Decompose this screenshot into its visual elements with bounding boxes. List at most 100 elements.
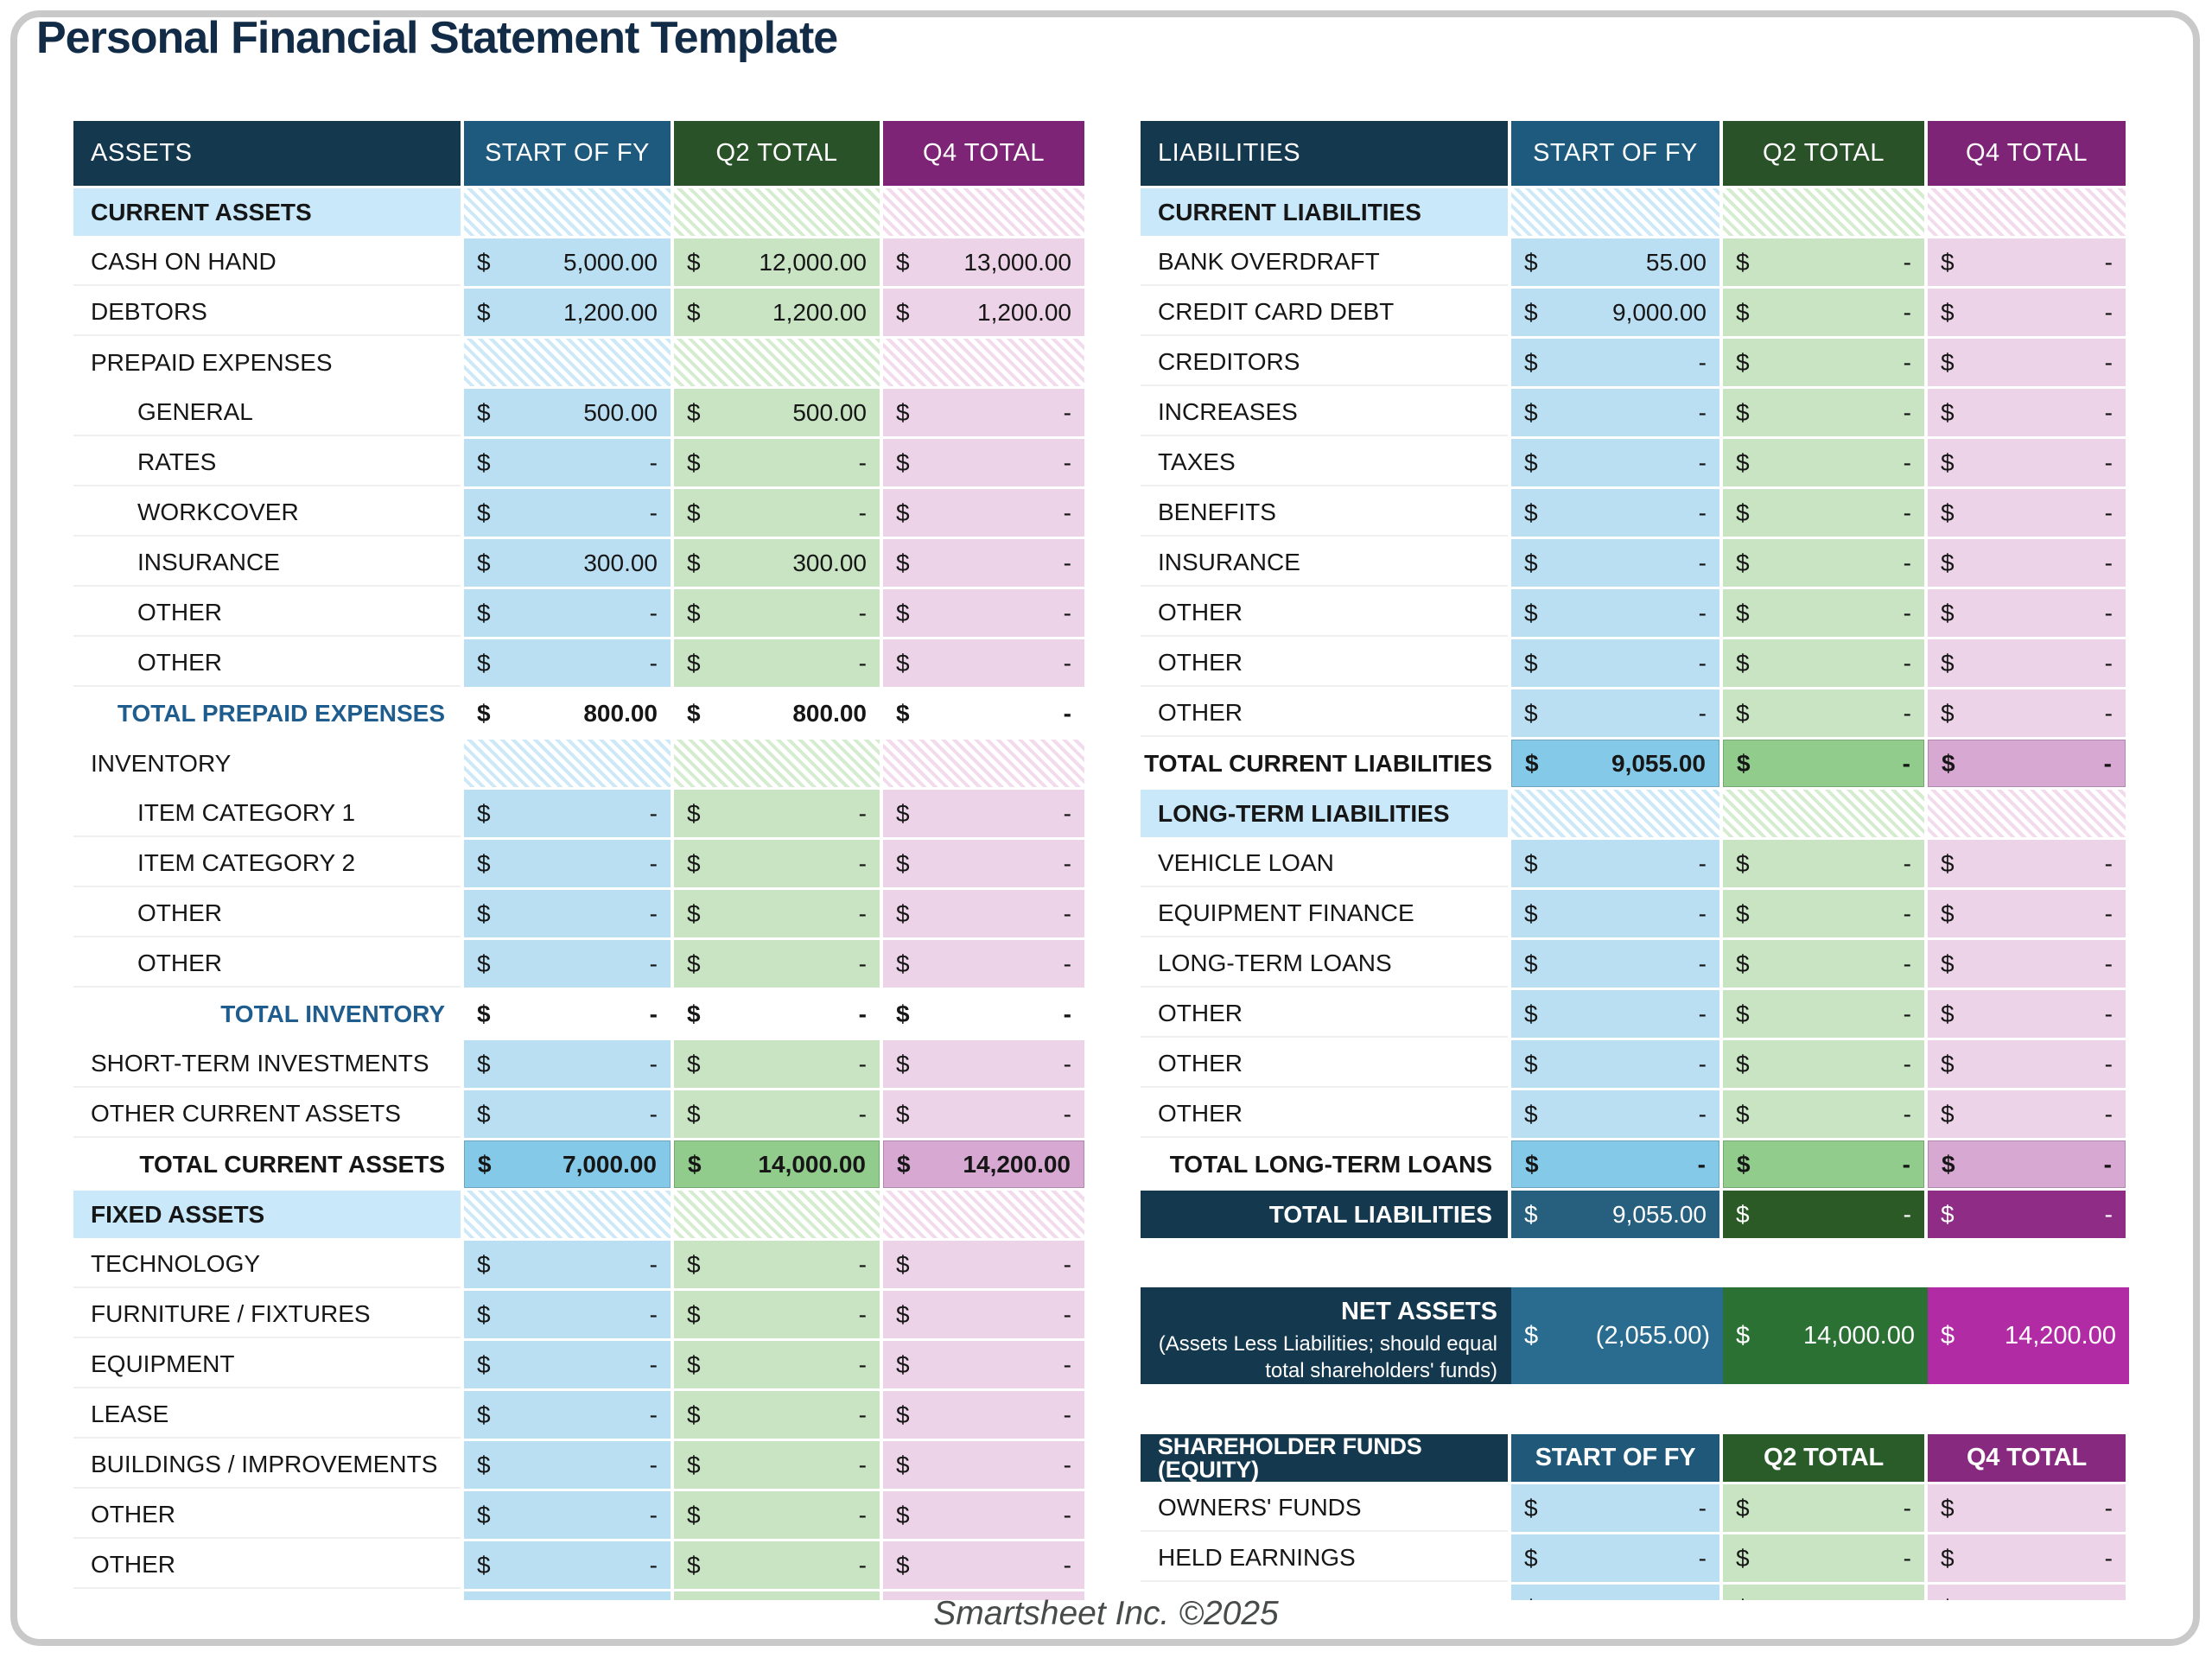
row-label[interactable]: BENEFITS xyxy=(1141,489,1508,537)
value-cell[interactable]: $- xyxy=(883,1241,1084,1288)
row-label[interactable]: OTHER xyxy=(1141,1090,1508,1138)
value-cell[interactable]: $- xyxy=(1723,1484,1924,1532)
row-label[interactable]: INSURANCE xyxy=(73,539,461,587)
value-cell[interactable]: $- xyxy=(1928,840,2126,887)
value-cell[interactable]: $- xyxy=(464,790,671,837)
value-cell[interactable]: $- xyxy=(674,1391,880,1439)
value-cell[interactable]: $- xyxy=(1723,1140,1924,1188)
row-label[interactable]: CREDITORS xyxy=(1141,339,1508,386)
value-cell[interactable]: $- xyxy=(883,940,1084,988)
row-label[interactable]: OTHER CURRENT ASSETS xyxy=(73,1090,461,1138)
value-cell[interactable]: $- xyxy=(1511,339,1719,386)
value-cell[interactable]: $- xyxy=(1723,539,1924,587)
row-label[interactable]: OTHER xyxy=(1141,689,1508,737)
value-cell[interactable]: $- xyxy=(1928,1040,2126,1088)
row-label[interactable]: RATES xyxy=(73,439,461,486)
value-cell[interactable]: $- xyxy=(883,1541,1084,1589)
value-cell[interactable]: $- xyxy=(883,890,1084,937)
value-cell[interactable]: $- xyxy=(1723,1191,1924,1238)
value-cell[interactable]: $- xyxy=(1723,1090,1924,1138)
value-cell[interactable]: $- xyxy=(464,1241,671,1288)
value-cell[interactable]: $- xyxy=(1511,439,1719,486)
value-cell[interactable]: $- xyxy=(1511,639,1719,687)
row-label[interactable]: OTHER xyxy=(73,1541,461,1589)
value-cell[interactable]: $- xyxy=(674,1040,880,1088)
value-cell[interactable]: $- xyxy=(1511,890,1719,937)
value-cell[interactable]: $- xyxy=(1723,890,1924,937)
value-cell[interactable]: $- xyxy=(883,639,1084,687)
value-cell[interactable]: $- xyxy=(1723,940,1924,988)
value-cell[interactable]: $- xyxy=(1928,1191,2126,1238)
row-label[interactable]: FURNITURE / FIXTURES xyxy=(73,1291,461,1338)
row-label[interactable]: CASH ON HAND xyxy=(73,238,461,286)
row-label[interactable]: TECHNOLOGY xyxy=(73,1241,461,1288)
value-cell[interactable]: $- xyxy=(1928,639,2126,687)
value-cell[interactable]: $- xyxy=(464,1541,671,1589)
row-label[interactable]: OTHER xyxy=(1141,1040,1508,1088)
value-cell[interactable]: $- xyxy=(883,1441,1084,1489)
value-cell[interactable]: $14,000.00 xyxy=(674,1140,880,1188)
value-cell[interactable]: $- xyxy=(674,1341,880,1388)
value-cell[interactable]: $- xyxy=(674,990,880,1038)
row-label[interactable] xyxy=(1141,1585,1508,1600)
value-cell[interactable]: $- xyxy=(883,990,1084,1038)
value-cell[interactable]: $- xyxy=(464,1391,671,1439)
value-cell[interactable]: $- xyxy=(1511,1140,1719,1188)
value-cell[interactable]: $- xyxy=(1511,1585,1719,1600)
value-cell[interactable]: $- xyxy=(1723,238,1924,286)
value-cell[interactable]: $- xyxy=(883,1090,1084,1138)
value-cell[interactable]: $800.00 xyxy=(464,689,671,737)
value-cell[interactable]: $- xyxy=(883,1291,1084,1338)
row-label[interactable]: INCREASES xyxy=(1141,389,1508,436)
value-cell[interactable]: $55.00 xyxy=(1511,238,1719,286)
value-cell[interactable]: $- xyxy=(1723,689,1924,737)
value-cell[interactable]: $- xyxy=(883,1391,1084,1439)
value-cell[interactable]: $- xyxy=(1723,339,1924,386)
row-label[interactable]: HELD EARNINGS xyxy=(1141,1534,1508,1582)
row-label[interactable]: OTHER xyxy=(73,890,461,937)
value-cell[interactable]: $- xyxy=(883,589,1084,637)
net-assets-q2-cell[interactable]: $ 14,000.00 xyxy=(1723,1287,1928,1385)
row-label[interactable]: ITEM CATEGORY 2 xyxy=(73,840,461,887)
net-assets-start-of-fy-cell[interactable]: $ (2,055.00) xyxy=(1511,1287,1723,1385)
row-label[interactable]: LEASE xyxy=(73,1391,461,1439)
value-cell[interactable]: $- xyxy=(674,1591,880,1600)
value-cell[interactable]: $- xyxy=(1928,489,2126,537)
value-cell[interactable]: $- xyxy=(1723,389,1924,436)
value-cell[interactable]: $- xyxy=(1928,589,2126,637)
value-cell[interactable]: $- xyxy=(464,1291,671,1338)
value-cell[interactable]: $800.00 xyxy=(674,689,880,737)
value-cell[interactable]: $- xyxy=(464,1591,671,1600)
value-cell[interactable]: $- xyxy=(1928,689,2126,737)
value-cell[interactable]: $9,000.00 xyxy=(1511,289,1719,336)
row-label[interactable]: GENERAL xyxy=(73,389,461,436)
value-cell[interactable]: $500.00 xyxy=(674,389,880,436)
value-cell[interactable]: $- xyxy=(1511,940,1719,988)
row-label[interactable]: TAXES xyxy=(1141,439,1508,486)
row-label[interactable]: OTHER xyxy=(73,589,461,637)
value-cell[interactable]: $- xyxy=(674,589,880,637)
value-cell[interactable]: $5,000.00 xyxy=(464,238,671,286)
row-label[interactable]: WORKCOVER xyxy=(73,489,461,537)
value-cell[interactable]: $- xyxy=(1723,289,1924,336)
value-cell[interactable]: $- xyxy=(883,840,1084,887)
value-cell[interactable]: $13,000.00 xyxy=(883,238,1084,286)
value-cell[interactable]: $- xyxy=(883,689,1084,737)
value-cell[interactable]: $- xyxy=(1723,589,1924,637)
row-label[interactable] xyxy=(73,1591,461,1600)
row-label[interactable]: OTHER xyxy=(1141,990,1508,1038)
row-label[interactable]: OTHER xyxy=(73,1491,461,1539)
value-cell[interactable]: $- xyxy=(1723,840,1924,887)
value-cell[interactable]: $- xyxy=(674,1441,880,1489)
value-cell[interactable]: $- xyxy=(1511,489,1719,537)
value-cell[interactable]: $- xyxy=(1511,589,1719,637)
value-cell[interactable]: $- xyxy=(1928,439,2126,486)
row-label[interactable]: BUILDINGS / IMPROVEMENTS xyxy=(73,1441,461,1489)
value-cell[interactable]: $- xyxy=(674,639,880,687)
row-label[interactable]: OWNERS' FUNDS xyxy=(1141,1484,1508,1532)
value-cell[interactable]: $- xyxy=(1928,890,2126,937)
value-cell[interactable]: $300.00 xyxy=(674,539,880,587)
value-cell[interactable]: $- xyxy=(464,439,671,486)
value-cell[interactable]: $1,200.00 xyxy=(464,289,671,336)
value-cell[interactable]: $12,000.00 xyxy=(674,238,880,286)
